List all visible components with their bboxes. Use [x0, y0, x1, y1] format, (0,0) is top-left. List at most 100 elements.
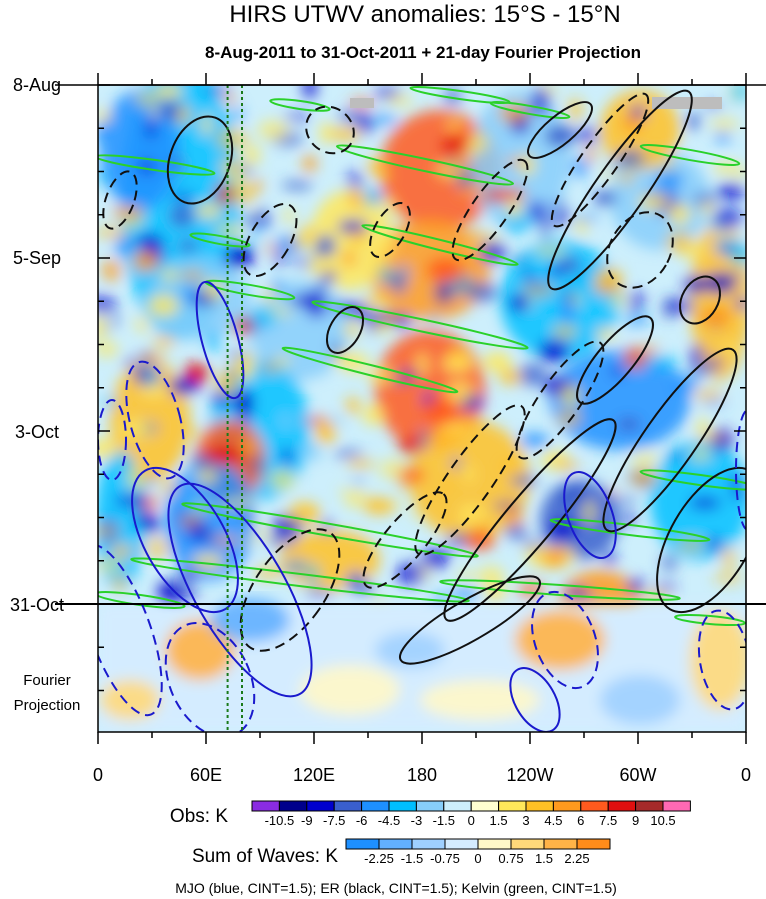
colorbar-swatch — [477, 838, 512, 850]
colorbar-level-label: -1.5 — [433, 813, 455, 828]
colorbar-swatch — [388, 800, 417, 812]
x-tick-label: 0 — [93, 765, 103, 785]
er-contour — [399, 575, 541, 665]
colorbar-swatch — [662, 800, 691, 812]
colorbar-swatch — [470, 800, 500, 812]
colorbar-level-label: -7.5 — [323, 813, 345, 828]
colorbar-level-label: -9 — [301, 813, 313, 828]
colorbar-level-label: -10.5 — [265, 813, 295, 828]
chart-subtitle: 8-Aug-2011 to 31-Oct-2011 + 21-day Fouri… — [205, 43, 641, 62]
colorbar-level-label: -0.75 — [430, 851, 460, 866]
colorbar-swatch — [411, 838, 446, 850]
er-contour — [550, 92, 650, 228]
er-contour — [679, 275, 721, 325]
colorbar-level-label: 6 — [577, 813, 584, 828]
x-tick-label: 60E — [190, 765, 222, 785]
colorbar-level-label: -6 — [356, 813, 368, 828]
colorbar-level-label: 4.5 — [544, 813, 562, 828]
projection-anomaly-field — [98, 598, 746, 732]
obs-colorbar: Obs: K -10.5 -9 -7.5 -6 -4.5 -3 -1.5 0 1.5 3 4.5 6 7… — [170, 800, 691, 828]
colorbar-swatch — [345, 838, 380, 850]
er-contour — [102, 170, 138, 230]
colorbar-swatch — [498, 800, 527, 812]
projection-label-line1: Fourier — [23, 672, 71, 689]
colorbar-swatch — [361, 800, 390, 812]
x-tick-label: 120W — [506, 765, 553, 785]
x-tick-label: 0 — [741, 765, 751, 785]
x-tick-label: 120E — [293, 765, 335, 785]
er-contour — [515, 340, 605, 460]
mjo-contour — [195, 280, 245, 400]
colorbar-level-label: 0.75 — [498, 851, 523, 866]
obs-colorbar-title: Obs: K — [170, 806, 228, 827]
mjo-contours — [98, 280, 746, 732]
plot-area — [55, 73, 766, 744]
er-contour — [325, 306, 365, 354]
y-tick-label: 3-Oct — [15, 422, 59, 442]
colorbar-level-label: 0 — [474, 851, 481, 866]
colorbar-swatch — [306, 800, 335, 812]
kelvin-contour — [181, 502, 479, 558]
mjo-contour — [98, 543, 163, 717]
mjo-contour — [697, 609, 746, 711]
x-tick-label: 60W — [619, 765, 656, 785]
kelvin-contours — [98, 85, 746, 627]
colorbar-swatch — [278, 800, 308, 812]
kelvin-contour — [98, 154, 216, 176]
kelvin-contour — [281, 346, 459, 394]
kelvin-contour — [361, 224, 519, 266]
kelvin-contour — [311, 300, 529, 350]
colorbar-level-label: -1.5 — [401, 851, 423, 866]
mjo-contour — [509, 667, 561, 732]
mjo-contour — [125, 360, 185, 480]
x-axis-labels: 0 60E 120E 180 120W 60W 0 — [93, 765, 751, 785]
colorbar-swatch — [378, 838, 413, 850]
er-contour — [369, 201, 411, 259]
colorbar-level-label: 0 — [468, 813, 475, 828]
er-contour — [239, 528, 341, 652]
er-contour — [527, 101, 593, 159]
kelvin-contour — [269, 98, 331, 112]
projection-label-line2: Projection — [14, 697, 81, 714]
kelvin-contour — [335, 144, 515, 186]
colorbar-swatch — [576, 838, 611, 850]
kelvin-contour — [639, 469, 746, 491]
mjo-contour — [563, 471, 617, 559]
mjo-contour — [167, 482, 313, 698]
kelvin-contour — [549, 518, 711, 542]
waves-colorbar: Sum of Waves: K -2.25 -1.5 -0.75 0 0.75 1.5 2.… — [192, 838, 611, 867]
colorbar-swatch — [510, 838, 545, 850]
kelvin-contour — [189, 232, 251, 248]
er-contour — [305, 105, 355, 155]
colorbar-level-label: -4.5 — [378, 813, 400, 828]
chart-title: HIRS UTWV anomalies: 15°S - 15°N — [229, 1, 620, 28]
mjo-contour — [164, 622, 256, 732]
er-contour — [451, 158, 529, 262]
y-tick-label: 31-Oct — [10, 595, 64, 615]
kelvin-contour — [409, 85, 511, 105]
axis-ticks — [97, 73, 747, 744]
observed-anomaly-field — [98, 85, 746, 638]
colorbar-level-label: 7.5 — [599, 813, 617, 828]
colorbar-swatch — [251, 800, 280, 812]
colorbar-swatch — [580, 800, 609, 812]
er-contour — [606, 211, 674, 289]
mjo-contour — [531, 590, 599, 690]
kelvin-contour — [674, 613, 746, 627]
colorbar-level-label: 9 — [632, 813, 639, 828]
y-tick-label: 8-Aug — [13, 75, 61, 95]
er-contour — [547, 89, 693, 291]
er-contour — [602, 347, 738, 533]
waves-colorbar-title: Sum of Waves: K — [192, 846, 338, 867]
mjo-contour — [98, 399, 127, 481]
footnote: MJO (blue, CINT=1.5); ER (black, CINT=1.… — [175, 880, 617, 896]
colorbar-level-label: 1.5 — [535, 851, 553, 866]
colorbar-swatch — [415, 800, 445, 812]
x-tick-label: 180 — [407, 765, 437, 785]
y-axis-labels: 8-Aug 5-Sep 3-Oct 31-Oct Fourier Project… — [10, 75, 80, 714]
y-tick-label: 5-Sep — [13, 248, 61, 268]
colorbar-level-label: 10.5 — [650, 813, 675, 828]
mjo-contour — [131, 466, 239, 614]
colorbar-swatch — [443, 800, 472, 812]
